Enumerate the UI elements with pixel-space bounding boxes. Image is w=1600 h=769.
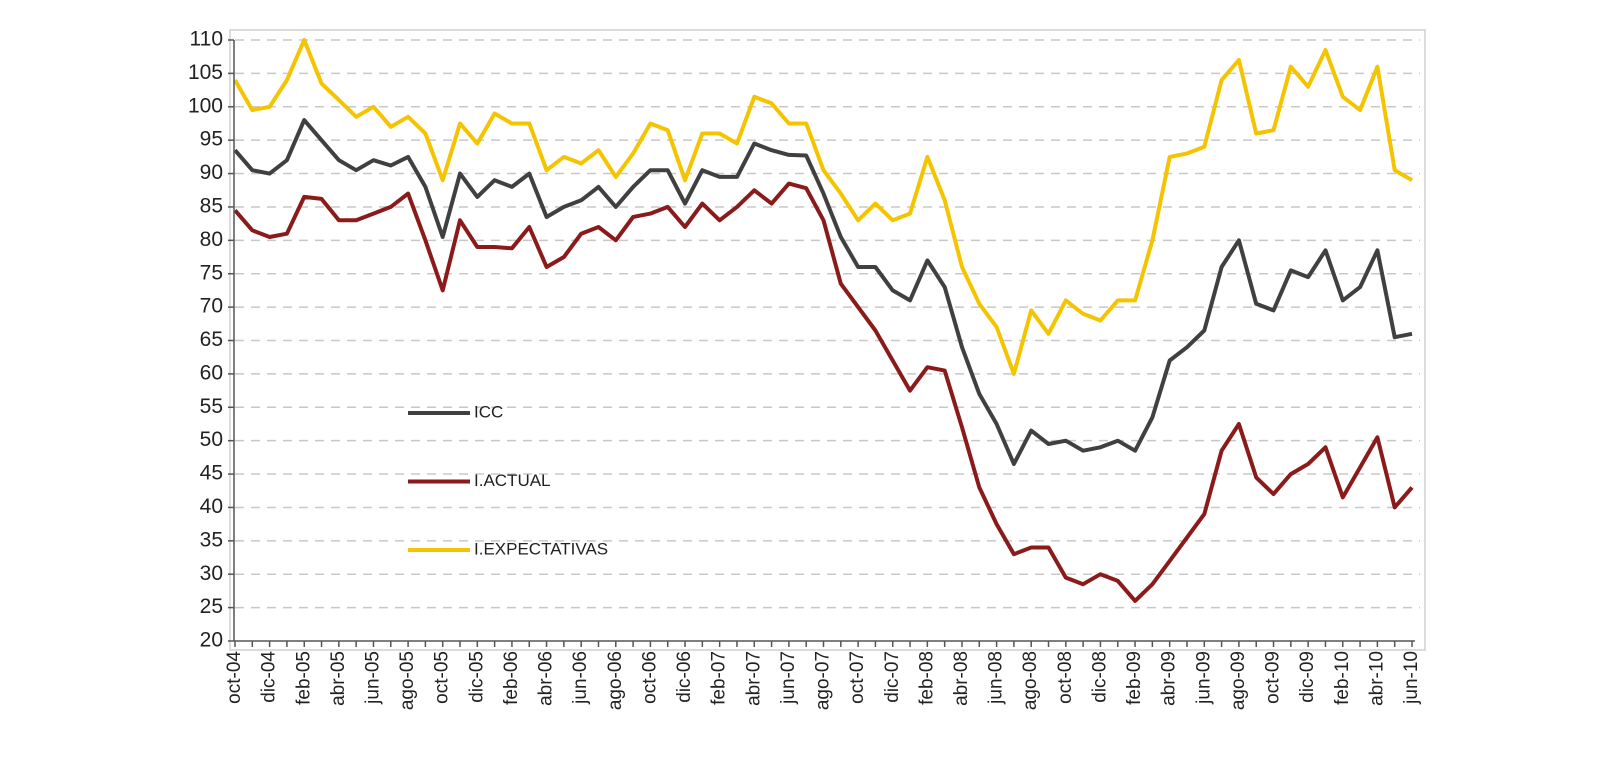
- x-tick-label: ago-07: [813, 651, 834, 710]
- x-tick-label: feb-06: [501, 651, 522, 705]
- y-tick-label: 50: [200, 428, 223, 451]
- series-line: [233, 181, 1414, 603]
- x-tick-label: oct-09: [1263, 651, 1284, 704]
- x-tick-label: ago-05: [397, 651, 418, 710]
- legend-label: I.ACTUAL: [474, 471, 551, 490]
- axes: 20 25 30 35 40 45 50 55 60 65 70 75 80 85 90 95 100 105 11…: [188, 28, 1422, 711]
- y-tick-label: 35: [200, 528, 223, 551]
- x-tick-label: dic-04: [259, 651, 280, 703]
- y-tick-label: 95: [200, 128, 223, 151]
- y-tick-label: 90: [200, 161, 223, 184]
- x-tick-label: dic-07: [882, 651, 903, 703]
- y-tick-label: 40: [200, 495, 223, 518]
- legend-label: ICC: [474, 402, 503, 421]
- grid: [235, 39, 1420, 609]
- x-tick-label: ago-09: [1228, 651, 1249, 710]
- y-tick-label: 60: [200, 361, 223, 384]
- legend: ICC I.ACTUAL I.EXPECTATIVAS: [408, 402, 608, 558]
- x-tick-label: ago-06: [605, 651, 626, 710]
- x-tick-label: abr-06: [536, 651, 557, 706]
- x-tick-label: dic-05: [466, 651, 487, 703]
- y-tick-label: 65: [200, 328, 223, 351]
- x-tick-label: oct-06: [639, 651, 660, 704]
- x-tick-label: jun-10: [1401, 651, 1422, 705]
- x-tick-label: jun-08: [986, 651, 1007, 705]
- series-line: [233, 38, 1414, 376]
- y-tick-label: 110: [190, 28, 223, 51]
- x-tick-label: ago-08: [1020, 651, 1041, 710]
- x-tick-label: oct-05: [432, 651, 453, 704]
- x-tick-label: oct-08: [1055, 651, 1076, 704]
- x-tick-label: feb-09: [1124, 651, 1145, 705]
- x-tick-label: feb-08: [916, 651, 937, 705]
- y-tick-label: 75: [200, 261, 223, 284]
- y-tick-label: 80: [200, 228, 223, 251]
- x-tick-label: jun-05: [362, 651, 383, 705]
- x-tick-label: abr-07: [743, 651, 764, 706]
- x-tick-label: oct-04: [224, 651, 245, 704]
- x-tick-label: oct-07: [847, 651, 868, 704]
- x-tick-label: abr-05: [328, 651, 349, 706]
- y-tick-label: 85: [200, 194, 223, 217]
- y-tick-label: 55: [200, 395, 223, 418]
- x-tick-label: feb-05: [293, 651, 314, 705]
- x-tick-label: jun-06: [570, 651, 591, 705]
- legend-label: I.EXPECTATIVAS: [474, 539, 608, 558]
- x-tick-label: abr-10: [1366, 651, 1387, 706]
- y-tick-label: 20: [200, 629, 223, 652]
- x-tick-label: feb-07: [709, 651, 730, 705]
- x-tick-label: feb-10: [1332, 651, 1353, 705]
- lines: [233, 38, 1414, 603]
- x-tick-label: jun-09: [1193, 651, 1214, 705]
- series-line: [233, 118, 1413, 466]
- x-tick-label: abr-09: [1159, 651, 1180, 706]
- x-tick-label: jun-07: [778, 651, 799, 705]
- x-tick-label: dic-06: [674, 651, 695, 703]
- y-tick-label: 105: [188, 61, 223, 84]
- y-tick-label: 70: [200, 295, 223, 318]
- y-tick-label: 30: [200, 562, 223, 585]
- x-tick-label: dic-08: [1089, 651, 1110, 703]
- x-tick-label: abr-08: [951, 651, 972, 706]
- y-tick-label: 100: [188, 94, 223, 117]
- y-tick-label: 25: [200, 595, 223, 618]
- x-tick-label: dic-09: [1297, 651, 1318, 703]
- y-tick-label: 45: [200, 462, 223, 485]
